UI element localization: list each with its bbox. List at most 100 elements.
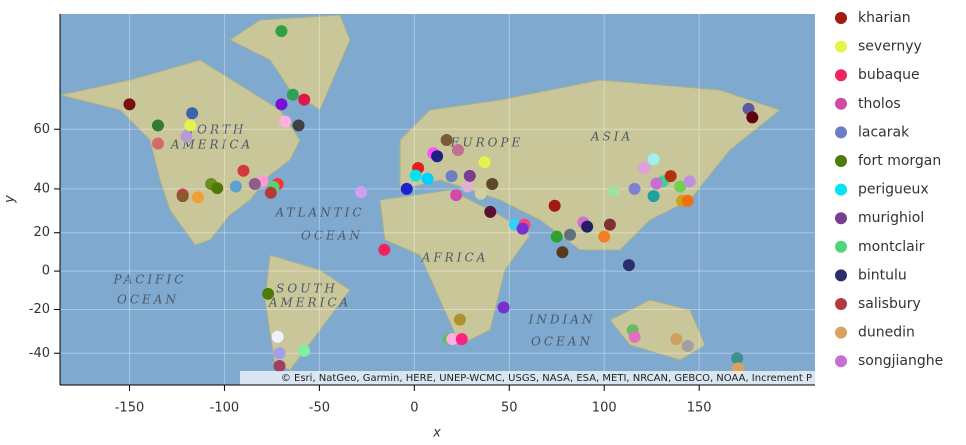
point: [455, 333, 468, 346]
point: [450, 189, 463, 202]
map-label: AFRICA: [421, 251, 489, 265]
point: [628, 330, 641, 343]
y-axis-label: y: [3, 195, 18, 204]
legend-marker: [835, 212, 847, 225]
x-tick-label: 50: [501, 401, 518, 416]
basemap: NORTH AMERICA ATLANTIC OCEAN EUROPE ASIA…: [60, 14, 815, 385]
point: [674, 180, 687, 193]
attribution: © Esri, NatGeo, Garmin, HERE, UNEP-WCMC,…: [281, 373, 812, 384]
legend-label: bintulu: [858, 267, 907, 283]
legend-label: tholos: [858, 96, 901, 112]
point: [564, 228, 577, 241]
map-label: INDIAN: [528, 313, 596, 327]
point: [421, 172, 434, 185]
point: [286, 88, 299, 101]
point: [151, 137, 164, 150]
point: [298, 344, 311, 357]
y-tick-label: -20: [29, 302, 50, 317]
point: [229, 180, 242, 193]
point: [409, 169, 422, 182]
point: [262, 287, 275, 300]
point: [275, 25, 288, 38]
point: [180, 130, 193, 143]
legend-label: songjianghe: [858, 353, 943, 369]
point: [461, 180, 474, 193]
point: [271, 330, 284, 343]
point: [445, 170, 458, 183]
map-label: ASIA: [590, 130, 633, 144]
point: [279, 115, 292, 128]
x-tick-label: 150: [687, 401, 712, 416]
point: [681, 194, 694, 207]
point: [191, 191, 204, 204]
legend-label: bubaque: [858, 67, 920, 83]
map-label: OCEAN: [531, 335, 593, 349]
legend-label: fort morgan: [858, 153, 941, 169]
point: [550, 230, 563, 243]
point: [176, 190, 189, 203]
point: [184, 119, 197, 132]
point: [647, 190, 660, 203]
point: [355, 186, 368, 199]
legend-label: salisbury: [858, 296, 921, 312]
map-label: SOUTH: [276, 282, 338, 296]
point: [478, 156, 491, 169]
legend-marker: [835, 155, 847, 167]
y-tick-label: 20: [33, 225, 50, 240]
legend-label: lacarak: [858, 124, 910, 140]
point: [474, 187, 487, 200]
x-tick-label: 100: [592, 401, 617, 416]
map-label: NORTH: [183, 123, 247, 137]
map-label: AMERICA: [268, 296, 351, 310]
point: [211, 182, 224, 195]
map-label: EUROPE: [450, 136, 524, 150]
point: [516, 222, 529, 235]
attribution-bg: [240, 371, 815, 385]
point: [463, 169, 476, 182]
map-label: ATLANTIC: [274, 206, 364, 220]
point: [681, 340, 694, 353]
legend-marker: [835, 97, 847, 110]
point: [273, 360, 286, 373]
point: [273, 347, 286, 360]
legend-label: dunedin: [858, 325, 915, 341]
point: [556, 246, 569, 259]
point: [603, 218, 616, 231]
legend-marker: [835, 12, 847, 24]
point: [607, 185, 620, 198]
legend-marker: [835, 183, 847, 196]
map-label: OCEAN: [117, 293, 179, 307]
point: [186, 107, 199, 120]
point: [248, 177, 261, 190]
point: [292, 119, 305, 132]
point: [378, 243, 391, 256]
legend-label: murighiol: [858, 210, 924, 226]
point: [400, 182, 413, 195]
point: [622, 259, 635, 272]
point: [486, 177, 499, 190]
point: [264, 186, 277, 199]
point: [638, 161, 651, 174]
point: [683, 175, 696, 188]
legend-label: severnyy: [858, 39, 922, 55]
point: [452, 144, 465, 157]
y-tick-label: 40: [33, 181, 50, 196]
x-tick-label: -50: [309, 401, 330, 416]
legend-marker: [835, 269, 847, 282]
legend-marker: [835, 40, 847, 53]
map-label: OCEAN: [301, 229, 363, 243]
point: [598, 230, 611, 243]
point: [650, 177, 663, 190]
legend-marker: [835, 326, 847, 339]
point: [440, 134, 453, 147]
y-tick-label: 60: [33, 122, 50, 137]
y-tick-label: 0: [42, 264, 50, 279]
point: [628, 182, 641, 195]
point: [647, 153, 660, 166]
point: [275, 98, 288, 111]
legend-marker: [835, 298, 847, 310]
x-tick-label: 0: [410, 401, 418, 416]
map-label: PACIFIC: [113, 273, 187, 287]
point: [123, 98, 136, 111]
